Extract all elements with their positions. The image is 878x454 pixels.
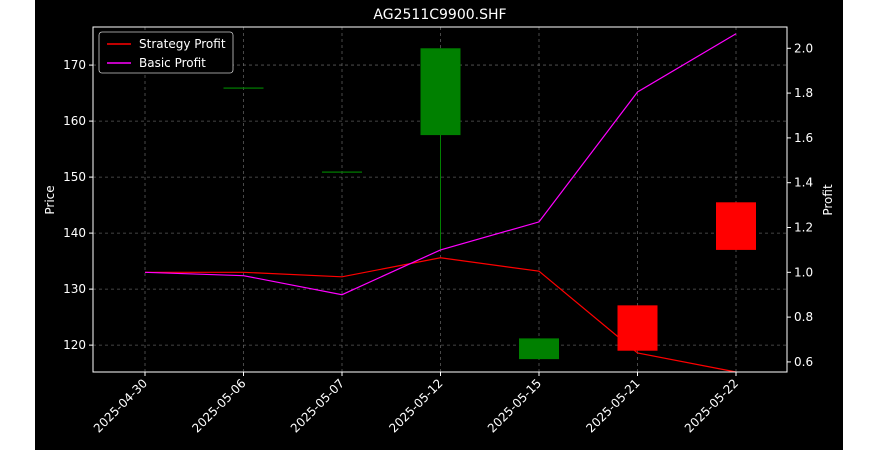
y-tick-label: 140: [63, 226, 86, 240]
legend: Strategy Profit Basic Profit: [98, 31, 234, 74]
y2-tick-label: 1.0: [794, 265, 813, 279]
y2-tick-label: 1.6: [794, 131, 813, 145]
chart: AG2511C9900.SHF 120 130 140 150 160 170 0.6 0.8…: [35, 0, 843, 450]
x-tick-label: 2025-05-22: [682, 376, 741, 435]
y2-tick-label: 0.6: [794, 355, 813, 369]
y-tick-label: 130: [63, 282, 86, 296]
y2-tick-label: 1.2: [794, 221, 813, 235]
x-tick-label: 2025-04-30: [91, 376, 150, 435]
x-tick-label: 2025-05-21: [583, 376, 642, 435]
legend-label-basic: Basic Profit: [139, 56, 206, 70]
chart-svg: AG2511C9900.SHF 120 130 140 150 160 170 0.6 0.8…: [43, 7, 835, 435]
y2-axis-label: Profit: [821, 184, 835, 216]
candle-body: [617, 305, 658, 351]
y-tick-label: 150: [63, 170, 86, 184]
x-tick-label: 2025-05-06: [189, 376, 248, 435]
y-axis-label: Price: [43, 185, 57, 214]
y2-tick-label: 2.0: [794, 41, 813, 55]
candle-body: [519, 338, 559, 360]
y2-tick-label: 1.4: [794, 176, 813, 190]
y-tick-label: 170: [63, 58, 86, 72]
candle-body: [716, 202, 756, 250]
legend-box: [98, 31, 234, 74]
y2-tick-label: 1.8: [794, 86, 813, 100]
series-line-strategy-profit: [145, 257, 737, 373]
candle-body: [322, 171, 362, 173]
chart-title: AG2511C9900.SHF: [373, 7, 506, 23]
candle-body: [420, 48, 461, 136]
candle-body: [223, 87, 264, 89]
x-tick-label: 2025-05-07: [288, 376, 347, 435]
y-tick-label: 120: [63, 338, 86, 352]
series-line-basic-profit: [144, 33, 737, 296]
y2-tick-label: 0.8: [794, 310, 813, 324]
y-tick-label: 160: [63, 114, 86, 128]
legend-label-strategy: Strategy Profit: [139, 37, 226, 51]
x-tick-label: 2025-05-15: [485, 376, 544, 435]
x-tick-label: 2025-05-12: [386, 376, 445, 435]
